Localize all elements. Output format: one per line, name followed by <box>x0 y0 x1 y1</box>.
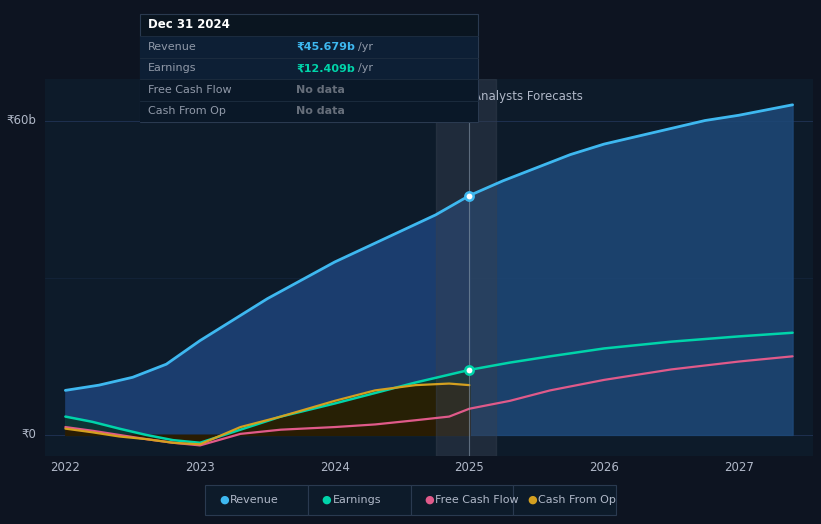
Text: Free Cash Flow: Free Cash Flow <box>149 85 232 95</box>
Text: ₹60b: ₹60b <box>6 114 36 127</box>
Text: Earnings: Earnings <box>149 63 197 73</box>
Text: /yr: /yr <box>358 63 373 73</box>
Text: Revenue: Revenue <box>230 495 278 505</box>
Text: ₹0: ₹0 <box>21 429 36 441</box>
Text: Revenue: Revenue <box>149 42 197 52</box>
Text: No data: No data <box>296 106 345 116</box>
Text: /yr: /yr <box>358 42 373 52</box>
Text: Analysts Forecasts: Analysts Forecasts <box>473 90 583 103</box>
Text: ●: ● <box>322 495 332 505</box>
Text: No data: No data <box>296 85 345 95</box>
Text: ₹12.409b: ₹12.409b <box>296 63 355 73</box>
Text: ●: ● <box>424 495 434 505</box>
Text: Earnings: Earnings <box>333 495 381 505</box>
Text: ●: ● <box>219 495 229 505</box>
Bar <box>436 79 497 456</box>
Text: Free Cash Flow: Free Cash Flow <box>435 495 519 505</box>
Text: Past: Past <box>441 90 466 103</box>
Text: Cash From Op: Cash From Op <box>538 495 616 505</box>
Text: ●: ● <box>527 495 537 505</box>
Text: ₹45.679b: ₹45.679b <box>296 42 355 52</box>
Text: Dec 31 2024: Dec 31 2024 <box>149 18 230 31</box>
Text: Cash From Op: Cash From Op <box>149 106 226 116</box>
